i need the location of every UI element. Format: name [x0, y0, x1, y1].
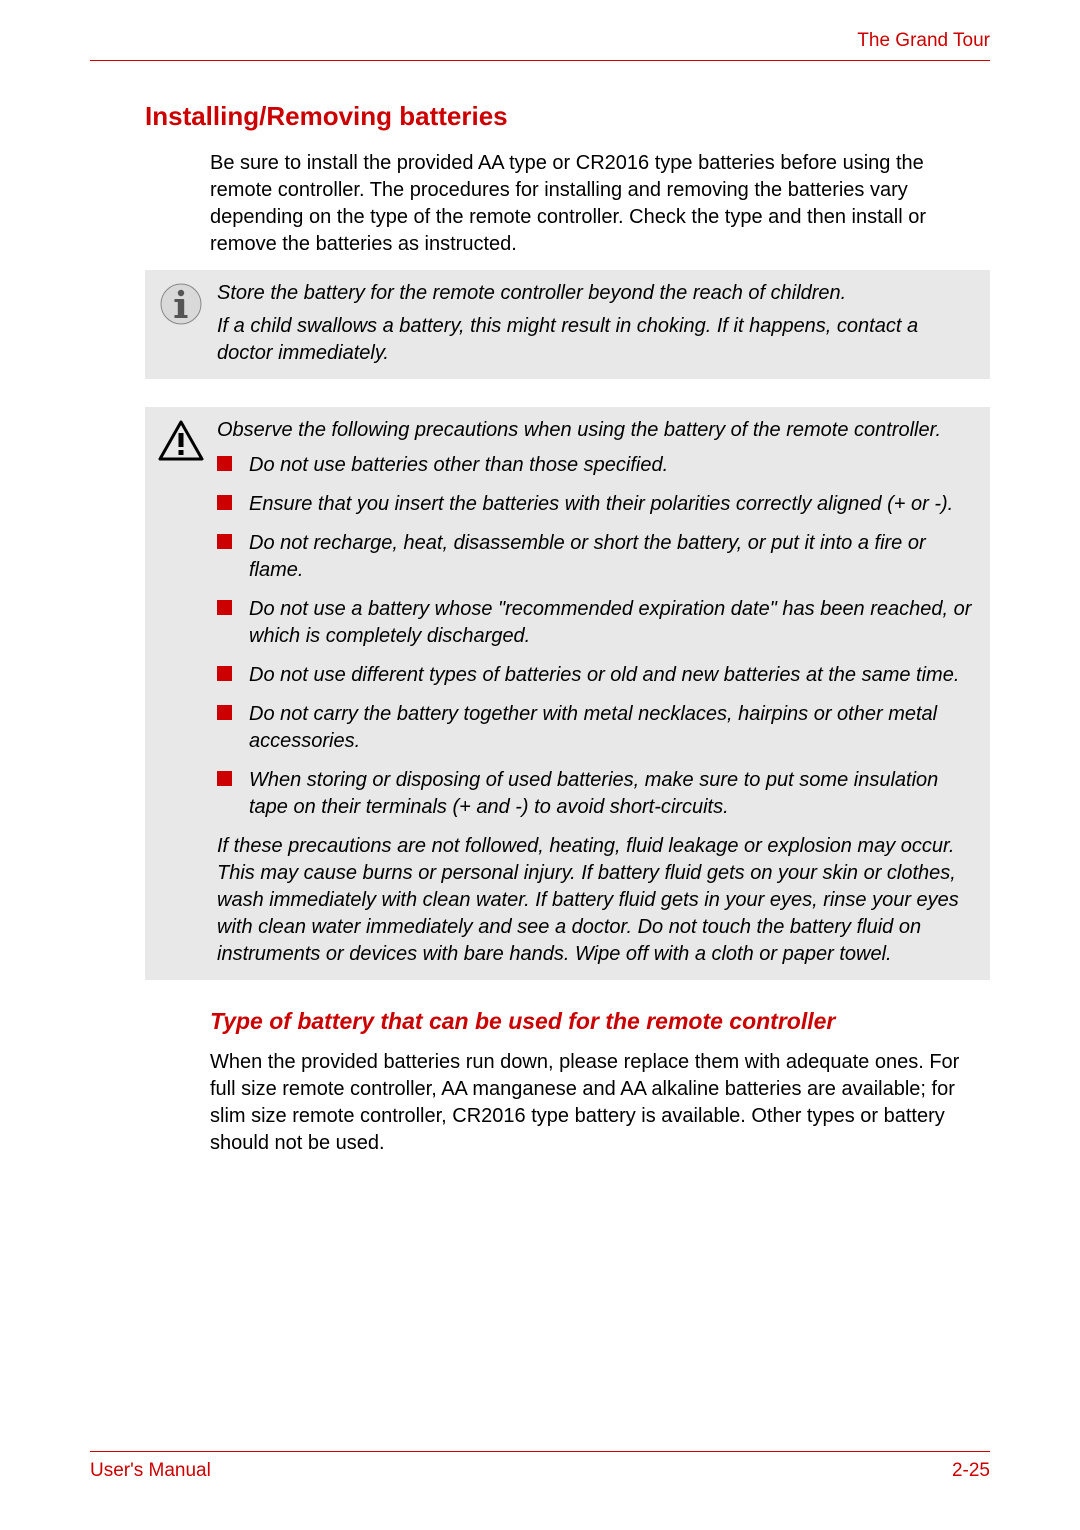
info-text-2: If a child swallows a battery, this migh…: [217, 313, 978, 367]
warning-list: Do not use batteries other than those sp…: [217, 452, 978, 821]
header-divider: [90, 60, 990, 61]
chapter-label: The Grand Tour: [90, 30, 990, 60]
warning-outro: If these precautions are not followed, h…: [217, 833, 978, 968]
warning-item: Do not use batteries other than those sp…: [217, 452, 978, 479]
warning-icon: [157, 417, 205, 463]
warning-intro: Observe the following precautions when u…: [217, 417, 978, 444]
footer-divider: [90, 1451, 990, 1452]
section-intro: Be sure to install the provided AA type …: [210, 150, 990, 258]
warning-item: Ensure that you insert the batteries wit…: [217, 491, 978, 518]
info-callout-body: Store the battery for the remote control…: [217, 280, 978, 367]
warning-item: Do not recharge, heat, disassemble or sh…: [217, 530, 978, 584]
info-callout: Store the battery for the remote control…: [145, 270, 990, 379]
warning-item: Do not use a battery whose "recommended …: [217, 596, 978, 650]
subsection-title: Type of battery that can be used for the…: [210, 1008, 990, 1035]
footer-left: User's Manual: [90, 1460, 211, 1482]
info-icon: [157, 280, 205, 326]
footer-page-number: 2-25: [952, 1460, 990, 1482]
page-footer: User's Manual 2-25: [90, 1451, 990, 1482]
warning-item: Do not carry the battery together with m…: [217, 701, 978, 755]
warning-item: When storing or disposing of used batter…: [217, 767, 978, 821]
section-title: Installing/Removing batteries: [145, 101, 990, 132]
info-text-1: Store the battery for the remote control…: [217, 280, 978, 307]
subsection-body: When the provided batteries run down, pl…: [210, 1049, 990, 1157]
warning-callout-body: Observe the following precautions when u…: [217, 417, 978, 968]
warning-item: Do not use different types of batteries …: [217, 662, 978, 689]
warning-callout: Observe the following precautions when u…: [145, 407, 990, 980]
